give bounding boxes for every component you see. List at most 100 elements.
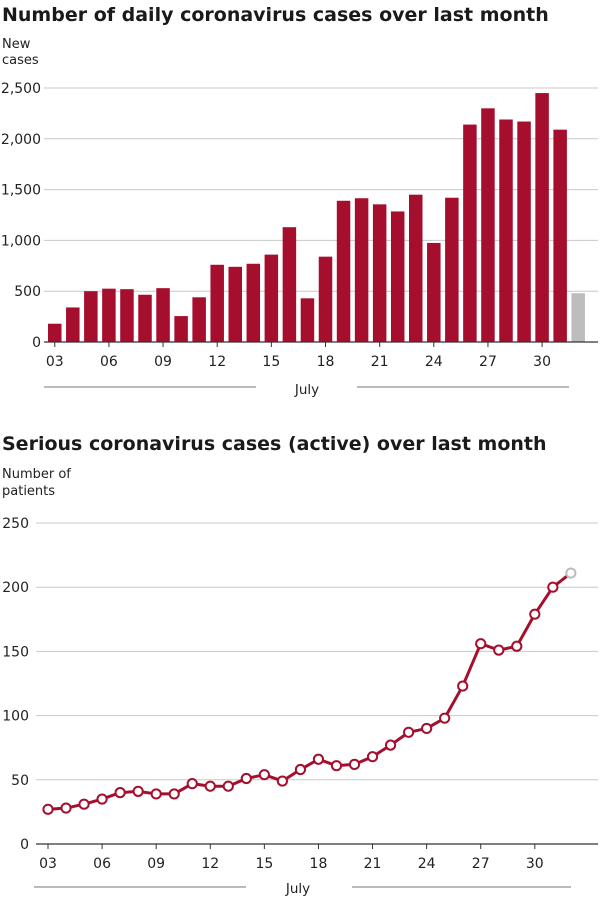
bar [84, 291, 98, 342]
bar [228, 266, 242, 342]
daily-cases-chart: Number of daily coronavirus cases over l… [1, 4, 598, 398]
x-tick-label: 27 [472, 856, 490, 872]
x-tick-label: 27 [479, 354, 497, 370]
bar [318, 256, 333, 342]
data-point [132, 785, 144, 797]
y-tick-label: 0 [20, 837, 29, 853]
serious-cases-ylabel-line2: patients [2, 484, 55, 499]
bar [264, 254, 279, 342]
y-tick-label: 150 [2, 644, 29, 660]
bar [571, 293, 585, 342]
bar [517, 121, 531, 342]
x-tick-label: 06 [93, 856, 111, 872]
data-point [168, 788, 180, 800]
bar [66, 307, 80, 342]
y-tick-label: 250 [2, 516, 29, 532]
serious-cases-gridlines: 0 50 100 150 200 250 [2, 516, 598, 853]
data-point [529, 608, 541, 620]
x-tick-label: 03 [46, 354, 64, 370]
serious-cases-month-label: July [285, 881, 310, 897]
x-tick-label: 18 [310, 856, 328, 872]
bar [156, 288, 170, 342]
y-tick-label: 1,500 [1, 183, 41, 199]
daily-cases-bars [48, 93, 585, 343]
daily-cases-x-axis: 03 06 09 12 15 18 21 24 27 30 [44, 341, 598, 370]
bar [409, 194, 423, 342]
data-point [330, 760, 343, 772]
data-point [421, 722, 433, 735]
bar [481, 108, 495, 342]
data-point [78, 798, 90, 810]
x-tick-label: 18 [317, 354, 335, 370]
serious-cases-title: Serious coronavirus cases (active) over … [2, 433, 547, 455]
x-tick-label: 12 [208, 354, 226, 370]
x-tick-label: 24 [418, 856, 436, 872]
daily-cases-gridlines: 0 500 1,000 1,500 2,000 2,500 [1, 81, 598, 351]
x-tick-label: 21 [371, 354, 389, 370]
bar [354, 198, 369, 342]
data-point [366, 751, 379, 763]
bar [300, 298, 315, 342]
x-tick-label: 12 [201, 856, 219, 872]
data-point [222, 780, 234, 792]
bar [336, 200, 351, 342]
serious-cases-chart: Serious coronavirus cases (active) over … [2, 433, 598, 897]
x-tick-label: 15 [262, 354, 280, 370]
y-tick-label: 500 [14, 284, 41, 300]
data-point [312, 753, 325, 765]
bar [174, 316, 188, 342]
data-point [439, 712, 451, 724]
series-line [47, 586, 555, 811]
bar [192, 297, 206, 342]
x-tick-label: 21 [364, 856, 382, 872]
y-tick-label: 100 [2, 709, 29, 725]
daily-cases-ylabel-line2: cases [2, 53, 39, 68]
x-tick-label: 09 [154, 354, 172, 370]
data-point [403, 726, 415, 738]
data-point [547, 581, 559, 593]
data-point [114, 787, 126, 799]
bar [48, 323, 62, 342]
serious-cases-series [42, 567, 577, 815]
data-point [150, 788, 162, 800]
daily-cases-month-label: July [294, 382, 319, 398]
bar [102, 288, 116, 342]
y-tick-label: 50 [11, 773, 29, 789]
serious-cases-x-axis: 03 06 09 12 15 18 21 24 27 30 [36, 843, 598, 872]
x-tick-label: 15 [255, 856, 273, 872]
data-point [186, 778, 198, 790]
data-point [240, 772, 252, 785]
x-tick-label: 30 [526, 856, 544, 872]
data-point [204, 780, 216, 792]
data-point [457, 680, 469, 692]
bar [535, 93, 549, 342]
x-tick-label: 09 [147, 856, 165, 872]
bar [499, 119, 513, 342]
bar [427, 242, 441, 342]
data-point [475, 638, 487, 650]
bar [390, 211, 405, 342]
bar [120, 289, 134, 342]
data-point [348, 758, 361, 770]
serious-cases-ylabel-line1: Number of [2, 467, 71, 482]
data-point [258, 769, 270, 781]
y-tick-label: 2,500 [1, 81, 41, 97]
bar [282, 227, 297, 342]
data-point [276, 775, 288, 787]
data-point [96, 793, 108, 805]
data-point [42, 803, 54, 815]
x-tick-label: 30 [533, 354, 551, 370]
y-tick-label: 1,000 [1, 233, 41, 249]
data-point [294, 763, 307, 776]
daily-cases-ylabel-line1: New [2, 37, 31, 52]
bar [246, 263, 261, 342]
data-point [60, 802, 72, 814]
bar [210, 264, 224, 342]
bar [445, 197, 459, 342]
y-tick-label: 2,000 [1, 132, 41, 148]
bar [463, 124, 477, 343]
x-tick-label: 03 [39, 856, 57, 872]
bar [553, 129, 567, 342]
bar [372, 204, 387, 342]
